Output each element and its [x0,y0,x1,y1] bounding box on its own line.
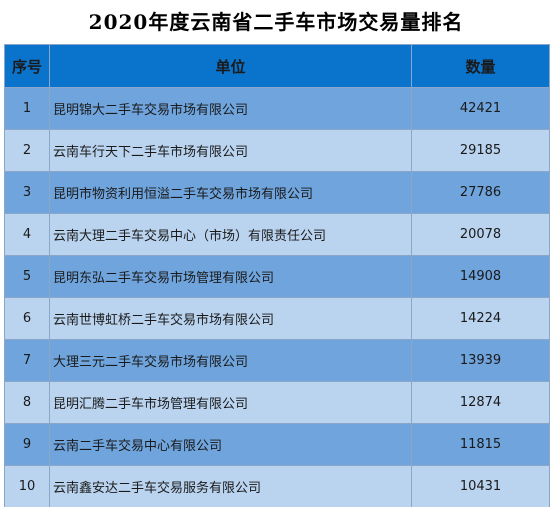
company-cell: 云南车行天下二手车市场有限公司 [49,129,412,172]
company-cell: 昆明汇腾二手车市场管理有限公司 [49,381,412,424]
rank-cell: 3 [4,171,50,214]
company-cell: 云南世博虹桥二手车交易市场有限公司 [49,297,412,340]
table-row: 7 大理三元二手车交易市场有限公司 13939 [4,339,550,382]
rank-cell: 2 [4,129,50,172]
header-rank: 序号 [4,44,50,88]
header-count: 数量 [411,44,550,88]
table-row: 2 云南车行天下二手车市场有限公司 29185 [4,129,550,172]
count-cell: 14224 [411,297,550,340]
ranking-table: 序号 单位 数量 1 昆明锦大二手车交易市场有限公司 42421 2 云南车行天… [4,44,550,507]
company-cell: 云南鑫安达二手车交易服务有限公司 [49,465,412,507]
rank-cell: 10 [4,465,50,507]
table-body: 1 昆明锦大二手车交易市场有限公司 42421 2 云南车行天下二手车市场有限公… [4,87,550,507]
rank-cell: 7 [4,339,50,382]
rank-cell: 8 [4,381,50,424]
company-cell: 大理三元二手车交易市场有限公司 [49,339,412,382]
count-cell: 13939 [411,339,550,382]
count-cell: 11815 [411,423,550,466]
rank-cell: 5 [4,255,50,298]
table-row: 10 云南鑫安达二手车交易服务有限公司 10431 [4,465,550,507]
count-cell: 20078 [411,213,550,256]
count-cell: 27786 [411,171,550,214]
table-title: 2020年度云南省二手车市场交易量排名 [88,10,464,34]
rank-cell: 9 [4,423,50,466]
table-row: 9 云南二手车交易中心有限公司 11815 [4,423,550,466]
rank-cell: 1 [4,87,50,130]
rank-cell: 4 [4,213,50,256]
table-row: 6 云南世博虹桥二手车交易市场有限公司 14224 [4,297,550,340]
count-cell: 14908 [411,255,550,298]
company-cell: 昆明市物资利用恒溢二手车交易市场有限公司 [49,171,412,214]
count-cell: 29185 [411,129,550,172]
table-row: 8 昆明汇腾二手车市场管理有限公司 12874 [4,381,550,424]
table-row: 3 昆明市物资利用恒溢二手车交易市场有限公司 27786 [4,171,550,214]
table-row: 4 云南大理二手车交易中心（市场）有限责任公司 20078 [4,213,550,256]
company-cell: 昆明东弘二手车交易市场管理有限公司 [49,255,412,298]
company-cell: 云南二手车交易中心有限公司 [49,423,412,466]
company-cell: 昆明锦大二手车交易市场有限公司 [49,87,412,130]
rank-cell: 6 [4,297,50,340]
count-cell: 42421 [411,87,550,130]
company-cell: 云南大理二手车交易中心（市场）有限责任公司 [49,213,412,256]
count-cell: 12874 [411,381,550,424]
count-cell: 10431 [411,465,550,507]
header-row: 序号 单位 数量 [4,44,550,88]
header-company: 单位 [49,44,412,88]
table-row: 5 昆明东弘二手车交易市场管理有限公司 14908 [4,255,550,298]
table-row: 1 昆明锦大二手车交易市场有限公司 42421 [4,87,550,130]
